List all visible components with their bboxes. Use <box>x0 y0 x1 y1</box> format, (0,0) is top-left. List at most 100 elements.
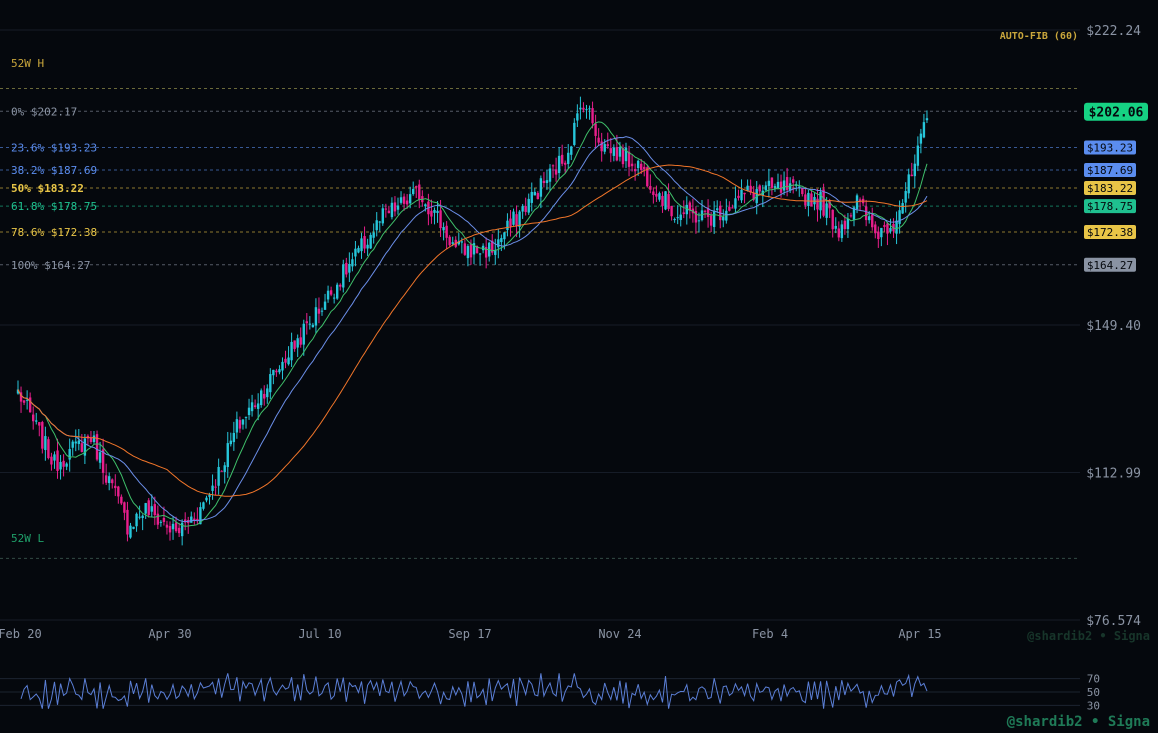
candle <box>712 210 716 227</box>
candle <box>92 435 96 443</box>
candle <box>260 390 263 406</box>
candle <box>694 211 698 223</box>
candle <box>916 145 920 166</box>
candle <box>208 494 211 497</box>
time-tick-label: Jul 10 <box>298 627 341 641</box>
candle <box>901 203 904 214</box>
candle <box>475 245 479 254</box>
candle <box>83 438 87 456</box>
candle <box>506 220 509 231</box>
candle <box>548 168 552 182</box>
candle <box>840 224 844 239</box>
candle <box>612 147 616 156</box>
candle <box>706 207 710 217</box>
candle <box>415 186 418 188</box>
candle <box>235 419 239 433</box>
candle <box>269 374 272 393</box>
candle <box>801 188 804 195</box>
last-price-value: $202.06 <box>1089 106 1144 121</box>
candle <box>256 403 260 409</box>
fib-label-5: 78.6% $172.38 <box>11 226 97 239</box>
candle <box>184 519 187 523</box>
rsi-line <box>20 673 928 709</box>
candle <box>560 154 564 164</box>
candle <box>564 162 567 165</box>
price-tick-label: $112.99 <box>1086 467 1141 482</box>
candle <box>679 214 682 221</box>
candle <box>588 108 591 110</box>
candle <box>442 227 445 231</box>
ma-slow-line <box>17 164 928 497</box>
candle <box>317 308 321 314</box>
candle <box>463 243 467 255</box>
candle <box>80 443 84 452</box>
candle <box>785 177 789 190</box>
candle <box>147 500 150 516</box>
candle <box>877 231 880 240</box>
candle <box>685 204 688 215</box>
candle <box>74 441 77 444</box>
candle <box>56 450 59 471</box>
fib-badge-6 <box>1084 257 1136 272</box>
week52-high-label: 52W H <box>11 57 44 70</box>
candle <box>384 208 388 210</box>
candle <box>530 191 533 203</box>
candle <box>329 290 333 295</box>
candle <box>369 234 372 249</box>
candle <box>779 181 783 193</box>
candle <box>898 210 901 224</box>
candle <box>263 393 266 399</box>
candle <box>515 214 518 226</box>
candle <box>177 527 181 534</box>
candle <box>737 195 740 198</box>
candle <box>433 209 436 213</box>
candle <box>424 204 427 207</box>
candle <box>214 486 217 488</box>
candle <box>788 183 792 191</box>
moving-averages <box>17 121 928 527</box>
candle <box>402 196 406 204</box>
candle <box>19 392 23 402</box>
candle <box>664 191 667 210</box>
time-tick-label: Feb 4 <box>752 627 788 641</box>
candle <box>399 197 403 203</box>
candle <box>108 476 111 484</box>
candle <box>326 290 330 300</box>
week52-low-label: 52W L <box>11 532 44 545</box>
candle <box>554 169 558 175</box>
candle <box>764 185 768 191</box>
candle <box>95 434 99 460</box>
candle <box>606 144 609 147</box>
candle <box>62 460 65 467</box>
candle <box>150 506 153 512</box>
candle <box>104 475 108 483</box>
fib-label-0: 0% $202.17 <box>11 105 77 118</box>
candles <box>16 96 929 546</box>
candle <box>275 370 278 373</box>
candle <box>129 525 132 538</box>
candle <box>500 238 503 243</box>
time-axis: Feb 20 Apr 30 Jul 10 Sep 17 Nov 24 Feb 4 Apr 1… <box>0 627 942 641</box>
fib-badge-3 <box>1084 181 1136 196</box>
candle <box>521 206 524 212</box>
candle <box>864 206 868 221</box>
fib-label-6: 100% $164.27 <box>11 259 90 272</box>
candle <box>895 220 898 234</box>
fib-label-3: 50% $183.22 <box>11 182 84 195</box>
candle <box>597 137 600 143</box>
candle <box>682 212 685 214</box>
candle <box>630 163 634 167</box>
candle <box>807 192 810 206</box>
candle <box>226 443 229 468</box>
candle <box>828 201 831 209</box>
candle <box>925 118 929 121</box>
candle <box>336 284 339 299</box>
candle <box>165 524 169 528</box>
candle <box>281 361 284 371</box>
watermark-bottom: @shardib2 • Signa <box>1007 714 1150 730</box>
candle <box>892 223 895 232</box>
candle <box>557 155 561 173</box>
candle <box>101 449 105 473</box>
candle <box>643 166 646 170</box>
